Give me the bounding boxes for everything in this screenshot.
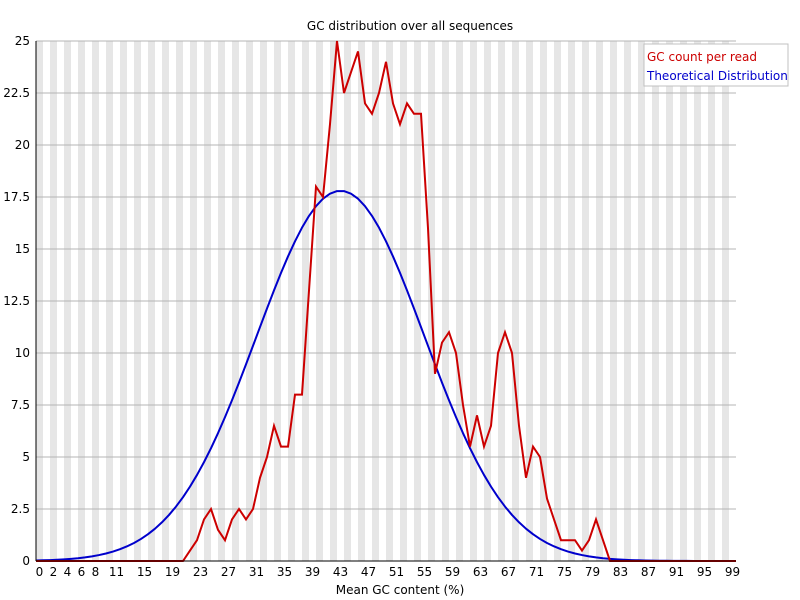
y-tick-label: 7.5 <box>11 398 30 412</box>
legend: GC count per read Theoretical Distributi… <box>643 43 789 87</box>
x-tick-label: 55 <box>417 565 432 579</box>
x-tick-label: 2 <box>50 565 58 579</box>
x-tick-label: 15 <box>137 565 152 579</box>
series-line-theoretical-distribution <box>35 190 737 562</box>
y-tick-label: 5 <box>22 450 30 464</box>
chart-title: GC distribution over all sequences <box>307 19 513 33</box>
x-tick-label: 39 <box>305 565 320 579</box>
x-tick-label: 23 <box>193 565 208 579</box>
x-tick-label: 19 <box>165 565 180 579</box>
y-tick-label: 2.5 <box>11 502 30 516</box>
x-tick-labels: 0 2 4 6 8 11 15 19 23 27 31 35 39 43 47 51 55 59 63 67 71 75 7… <box>36 565 740 579</box>
y-tick-label: 0 <box>22 554 30 568</box>
y-tick-label: 20 <box>15 138 30 152</box>
x-tick-label: 71 <box>529 565 544 579</box>
y-tick-label: 22.5 <box>3 86 30 100</box>
x-tick-label: 4 <box>64 565 72 579</box>
x-tick-label: 79 <box>585 565 600 579</box>
y-tick-labels: 0 2.5 5 7.5 10 12.5 15 17.5 20 22.5 25 <box>3 34 30 568</box>
x-tick-label: 11 <box>109 565 124 579</box>
x-tick-label: 8 <box>92 565 100 579</box>
x-tick-label: 83 <box>613 565 628 579</box>
x-tick-label: 87 <box>641 565 656 579</box>
y-tick-label: 17.5 <box>3 190 30 204</box>
y-tick-label: 12.5 <box>3 294 30 308</box>
x-tick-label: 35 <box>277 565 292 579</box>
x-tick-label: 91 <box>669 565 684 579</box>
x-tick-label: 6 <box>78 565 86 579</box>
x-tick-label: 51 <box>389 565 404 579</box>
y-tick-label: 25 <box>15 34 30 48</box>
legend-entry-theoretical: Theoretical Distribution <box>646 69 788 83</box>
legend-entry-gc-count: GC count per read <box>647 50 757 64</box>
x-tick-label: 59 <box>445 565 460 579</box>
x-tick-label: 31 <box>249 565 264 579</box>
x-axis-label: Mean GC content (%) <box>336 583 465 597</box>
x-tick-label: 75 <box>557 565 572 579</box>
legend-box <box>643 43 789 87</box>
x-tick-label: 27 <box>221 565 236 579</box>
x-tick-label: 67 <box>501 565 516 579</box>
x-tick-label: 95 <box>697 565 712 579</box>
x-tick-label: 47 <box>361 565 376 579</box>
x-tick-label: 99 <box>725 565 740 579</box>
axes <box>35 41 736 562</box>
x-tick-label: 63 <box>473 565 488 579</box>
y-tick-label: 10 <box>15 346 30 360</box>
x-tick-label: 0 <box>36 565 44 579</box>
y-tick-label: 15 <box>15 242 30 256</box>
x-tick-label: 43 <box>333 565 348 579</box>
